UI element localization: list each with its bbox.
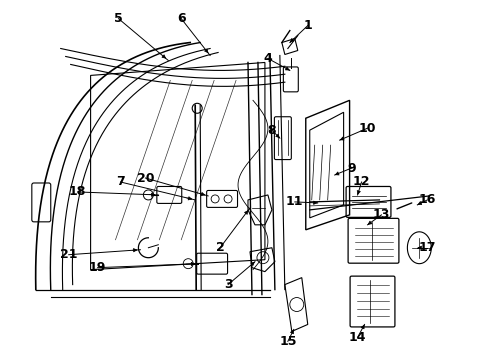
Text: 13: 13 bbox=[373, 208, 390, 221]
Text: 4: 4 bbox=[264, 52, 272, 65]
Text: 6: 6 bbox=[177, 12, 186, 25]
Text: 2: 2 bbox=[216, 241, 224, 254]
Text: 16: 16 bbox=[418, 193, 436, 206]
Text: 19: 19 bbox=[89, 261, 106, 274]
Text: 20: 20 bbox=[137, 171, 154, 185]
Text: 5: 5 bbox=[114, 12, 123, 25]
Text: 8: 8 bbox=[268, 124, 276, 137]
Text: 9: 9 bbox=[347, 162, 356, 175]
Text: 18: 18 bbox=[69, 185, 86, 198]
Text: 17: 17 bbox=[418, 241, 436, 254]
Text: 12: 12 bbox=[353, 175, 370, 189]
Text: 3: 3 bbox=[224, 278, 232, 291]
Text: 11: 11 bbox=[286, 195, 304, 208]
Text: 21: 21 bbox=[60, 248, 77, 261]
Text: 15: 15 bbox=[279, 335, 296, 348]
Text: 1: 1 bbox=[303, 19, 312, 32]
Text: 7: 7 bbox=[116, 175, 125, 189]
Text: 14: 14 bbox=[349, 331, 367, 344]
Text: 10: 10 bbox=[359, 122, 376, 135]
